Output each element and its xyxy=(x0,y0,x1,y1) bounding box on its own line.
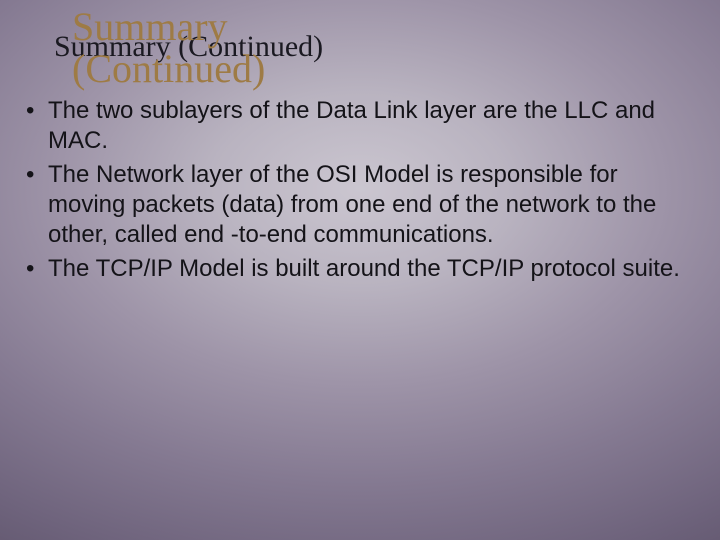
slide-title-line1: Summary xyxy=(72,4,228,49)
bullet-text: The Network layer of the OSI Model is re… xyxy=(48,161,656,248)
bullet-list: The two sublayers of the Data Link layer… xyxy=(20,96,680,284)
slide: Summary (Continued) Summary (Continued) … xyxy=(0,0,720,540)
list-item: The two sublayers of the Data Link layer… xyxy=(20,96,680,156)
list-item: The TCP/IP Model is built around the TCP… xyxy=(20,254,680,284)
slide-title-group: Summary (Continued) Summary (Continued) xyxy=(72,6,265,90)
bullet-text: The two sublayers of the Data Link layer… xyxy=(48,97,655,154)
slide-title: Summary (Continued) xyxy=(72,6,265,90)
list-item: The Network layer of the OSI Model is re… xyxy=(20,160,680,250)
slide-body: The two sublayers of the Data Link layer… xyxy=(20,96,680,288)
slide-title-line2: (Continued) xyxy=(72,46,265,91)
bullet-text: The TCP/IP Model is built around the TCP… xyxy=(48,255,680,282)
